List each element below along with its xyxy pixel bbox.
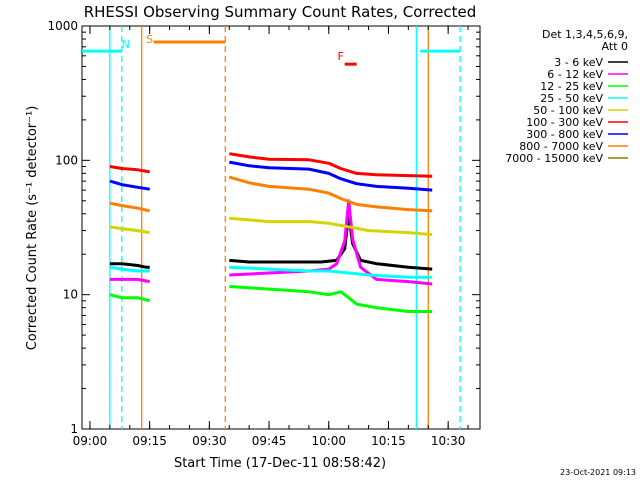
annotation-s: S bbox=[146, 33, 153, 46]
y-axis-label: Corrected Count Rate (s⁻¹ detector⁻¹) bbox=[25, 106, 40, 351]
series-line-7-segment-0 bbox=[109, 201, 151, 213]
annotation-f: F bbox=[338, 50, 344, 63]
plot-area bbox=[81, 25, 481, 430]
y-tick-label-1: 10 bbox=[63, 288, 78, 302]
series-layer bbox=[109, 152, 433, 313]
x-tick-label-2: 09:30 bbox=[192, 434, 227, 448]
series-line-4-segment-0 bbox=[109, 225, 150, 235]
legend-label-8: 7000 - 15000 keV bbox=[505, 152, 603, 165]
series-line-3-segment-0 bbox=[109, 265, 150, 273]
plot-frame bbox=[81, 25, 481, 430]
series-line-5-segment-1 bbox=[229, 152, 433, 178]
axes: 09:00 09:15 09:30 09:45 10:00 10:15 10:30 1 10 10… bbox=[47, 19, 480, 448]
y-tick-label-0: 1 bbox=[70, 422, 78, 436]
legend-label-1: 6 - 12 keV bbox=[547, 68, 603, 81]
vertical-markers bbox=[109, 26, 461, 429]
flag-bars bbox=[82, 40, 461, 66]
series-line-0-segment-0 bbox=[109, 262, 150, 269]
legend-label-7: 800 - 7000 keV bbox=[519, 140, 603, 153]
annotation-n: N bbox=[122, 38, 130, 51]
y-tick-label-2: 100 bbox=[55, 153, 78, 167]
series-line-3-segment-1 bbox=[229, 265, 433, 279]
series-line-7-segment-1 bbox=[228, 175, 433, 213]
legend-label-6: 300 - 800 keV bbox=[526, 128, 603, 141]
legend-label-2: 12 - 25 keV bbox=[540, 80, 603, 93]
legend-label-0: 3 - 6 keV bbox=[554, 56, 603, 69]
x-tick-label-3: 09:45 bbox=[252, 434, 287, 448]
chart-title: RHESSI Observing Summary Count Rates, Co… bbox=[84, 3, 477, 21]
y-tick-label-3: 1000 bbox=[47, 19, 78, 33]
x-axis-label: Start Time (17-Dec-11 08:58:42) bbox=[174, 456, 386, 471]
legend-header-1: Att 0 bbox=[602, 40, 628, 53]
legend-label-4: 50 - 100 keV bbox=[533, 104, 603, 117]
series-line-5-segment-0 bbox=[109, 165, 150, 174]
x-tick-label-1: 09:15 bbox=[132, 434, 167, 448]
x-tick-label-6: 10:30 bbox=[431, 434, 466, 448]
x-tick-label-4: 10:00 bbox=[311, 434, 346, 448]
legend-label-3: 25 - 50 keV bbox=[540, 92, 603, 105]
series-line-6-segment-1 bbox=[229, 160, 433, 192]
legend-label-5: 100 - 300 keV bbox=[526, 116, 603, 129]
series-line-6-segment-0 bbox=[109, 179, 150, 191]
x-tick-label-0: 09:00 bbox=[73, 434, 108, 448]
series-line-1-segment-0 bbox=[109, 277, 150, 284]
annotations: N S F bbox=[122, 33, 344, 63]
series-line-2-segment-1 bbox=[229, 285, 433, 313]
series-line-4-segment-1 bbox=[229, 216, 433, 237]
series-line-2-segment-0 bbox=[109, 293, 151, 303]
legend-header-0: Det 1,3,4,5,6,9, bbox=[542, 28, 628, 41]
date-stamp: 23-Oct-2021 09:13 bbox=[560, 468, 636, 477]
x-tick-label-5: 10:15 bbox=[371, 434, 406, 448]
